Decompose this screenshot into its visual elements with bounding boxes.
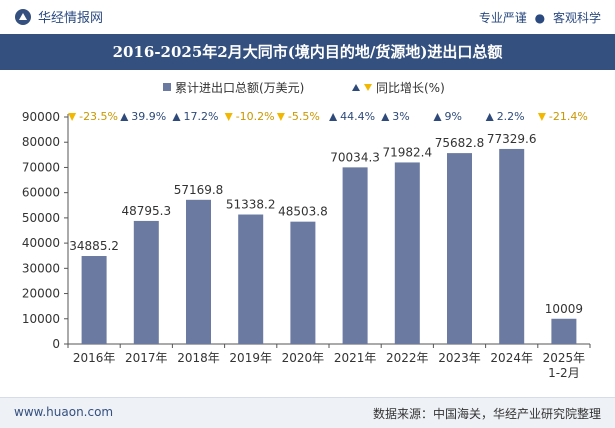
bar[interactable] [447,153,472,344]
x-tick-label: 2021年 [334,351,377,365]
bar-value-label: 77329.6 [487,132,537,146]
bar[interactable] [290,221,316,344]
bar[interactable] [499,148,525,344]
bar-value-label: 48795.3 [121,204,171,218]
y-tick-label: 70000 [22,160,60,174]
bar[interactable] [238,214,264,344]
brand-logo-icon [15,8,31,25]
yoy-value-label: 39.9% [131,110,166,123]
yoy-down-arrow-icon [276,113,285,121]
bar-value-label: 70034.3 [330,150,380,164]
footer-website[interactable]: www.huaon.com [14,405,114,419]
tagline-2: 客观科学 [552,11,601,25]
bar-value-label: 51338.2 [226,198,276,212]
tagline-1: 专业严谨 [478,11,527,25]
tagline-separator: ● [534,11,546,25]
yoy-up-arrow-icon [329,113,338,121]
bar[interactable] [81,256,107,344]
x-tick-label: 2023年 [438,351,481,365]
bar-chart: 累计进出口总额(万美元) 同比增长(%) 0 10000 20000 30000 40000… [22,81,591,380]
x-tick-label: 2017年 [125,351,168,365]
bar[interactable] [133,220,159,344]
y-tick-label: 50000 [22,211,60,225]
bar-value-label: 75682.8 [435,136,485,150]
yoy-up-arrow-icon [120,113,129,121]
legend-down-arrow-icon [364,84,372,91]
y-tick-label: 90000 [22,110,60,124]
x-tick-label: 2024年 [490,351,533,365]
y-tick-label: 60000 [22,186,60,200]
x-tick-label: 2018年 [177,351,220,365]
footer-source: 数据来源：中国海关，华经产业研究院整理 [372,407,601,421]
y-tick-label: 30000 [22,261,60,275]
yoy-up-arrow-icon [381,113,390,121]
bar-value-label: 71982.4 [382,145,432,159]
legend-up-arrow-icon [352,84,360,91]
legend-label-yoy: 同比增长(%) [376,81,445,95]
yoy-down-arrow-icon [537,113,546,121]
yoy-down-arrow-icon [68,113,77,121]
bar[interactable] [551,318,577,344]
bar-value-label: 10009 [545,302,583,316]
x-tick-label: 2016年 [73,351,116,365]
brand[interactable]: 华经情报网 [14,7,103,26]
y-tick-label: 10000 [22,312,60,326]
yoy-value-label: -5.5% [288,110,320,123]
yoy-value-label: -10.2% [236,110,275,123]
bar-value-label: 48503.8 [278,205,328,219]
tagline: 专业严谨 ● 客观科学 [479,9,601,26]
yoy-down-arrow-icon [224,113,233,121]
footer: www.huaon.com 数据来源：中国海关，华经产业研究院整理 [0,397,615,428]
yoy-value-label: 2.2% [497,110,525,123]
brand-name: 华经情报网 [38,11,104,26]
yoy-value-label: 9% [445,110,462,123]
bar[interactable] [342,167,368,344]
yoy-value-label: 17.2% [184,110,219,123]
chart-legend: 累计进出口总额(万美元) 同比增长(%) [163,81,445,95]
top-bar: 华经情报网 专业严谨 ● 客观科学 [0,0,615,34]
y-tick-label: 20000 [22,287,60,301]
yoy-up-arrow-icon [172,113,181,121]
y-tick-label: 40000 [22,236,60,250]
yoy-value-label: 3% [392,110,409,123]
y-tick-label: 0 [52,337,60,351]
yoy-value-label: 44.4% [340,110,375,123]
chart-title-band: 2016-2025年2月大同市(境内目的地/货源地)进出口总额 [0,34,615,70]
bar-value-label: 57169.8 [174,183,224,197]
yoy-value-label: -21.4% [549,110,588,123]
chart-title: 2016-2025年2月大同市(境内目的地/货源地)进出口总额 [112,43,503,61]
yoy-up-arrow-icon [433,113,442,121]
x-tick-label: 2022年 [386,351,429,365]
legend-label-total: 累计进出口总额(万美元) [175,81,304,95]
x-tick-label: 2019年 [229,351,272,365]
bar[interactable] [186,199,211,344]
bar[interactable] [394,162,420,344]
x-tick-label: 2020年 [282,351,325,365]
yoy-up-arrow-icon [485,113,494,121]
legend-swatch-total [163,83,171,91]
yoy-value-label: -23.5% [79,110,118,123]
bar-value-label: 34885.2 [69,239,119,253]
y-tick-label: 80000 [22,135,60,149]
x-tick-label: 2025年 1-2月 [543,351,586,380]
